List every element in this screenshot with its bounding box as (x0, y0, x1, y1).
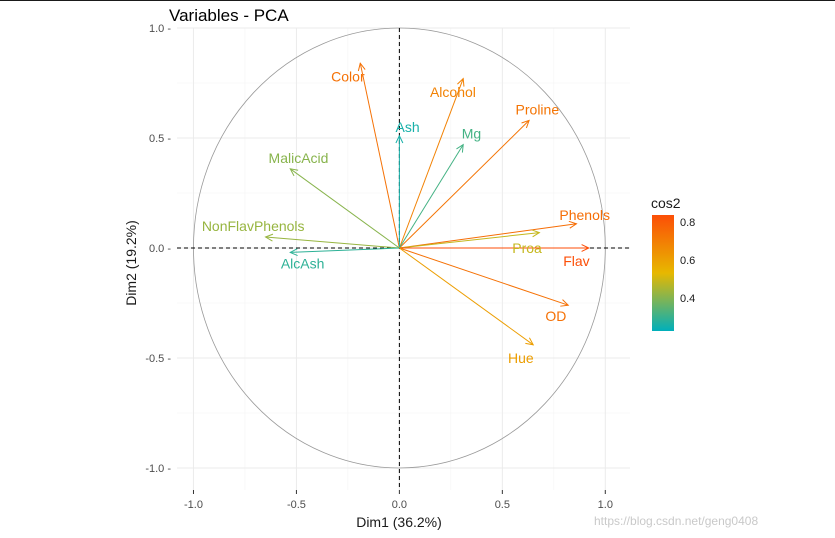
legend-gradient-bar (652, 215, 674, 331)
arrow-alcohol (398, 78, 464, 249)
label-flav: Flav (563, 253, 589, 269)
legend-tick-label: 0.8 (680, 216, 696, 229)
legend-tick-label: 0.4 (680, 292, 696, 305)
arrow-proline (399, 120, 530, 249)
variable-arrows (264, 62, 590, 346)
y-tick-label: -0.5 - (145, 353, 171, 365)
watermark: https://blog.csdn.net/geng0408 (594, 514, 759, 528)
x-tick-label: 0.0 (392, 499, 407, 511)
legend-tick-label: 0.6 (680, 254, 696, 267)
chart-title: Variables - PCA (169, 6, 289, 25)
grid (177, 27, 630, 490)
arrowhead-ash (395, 134, 404, 144)
x-axis-label: Dim1 (36.2%) (356, 514, 442, 530)
label-od: OD (545, 308, 566, 324)
axis-ticks: -1.0 -0.5 0.0 0.5 1.0 -1.0 - -0.5 - 0.0 - 0.5 - 1… (145, 23, 613, 511)
y-tick-label: 1.0 - (149, 23, 171, 35)
arrow-color (359, 63, 400, 249)
label-ash: Ash (396, 119, 420, 135)
arrowhead-phenols (568, 220, 578, 229)
arrowhead-od (560, 299, 570, 307)
arrowhead-alcohol (457, 77, 465, 87)
label-malicacid: MalicAcid (269, 150, 329, 166)
arrowhead-alcash (289, 248, 298, 257)
arrowhead-proline (521, 119, 530, 129)
arrowhead-hue (525, 337, 535, 346)
arrow-hue (399, 247, 534, 346)
arrow-mg (398, 144, 464, 249)
arrowhead-color (357, 62, 366, 72)
label-phenols: Phenols (559, 207, 610, 223)
arrowhead-nonflavphenols (264, 233, 274, 242)
label-mg: Mg (462, 126, 481, 142)
arrow-malicacid (289, 168, 400, 249)
arrowhead-proa (531, 229, 541, 238)
top-border (0, 0, 835, 1)
y-axis-label: Dim2 (19.2%) (123, 220, 139, 306)
x-tick-label: 1.0 (598, 499, 613, 511)
x-tick-label: -1.0 (184, 499, 203, 511)
arrowhead-flav (581, 244, 590, 252)
label-hue: Hue (508, 350, 534, 366)
label-proa: Proa (512, 240, 542, 256)
y-tick-label: 0.0 - (149, 243, 171, 255)
label-proline: Proline (516, 101, 560, 117)
arrow-alcash (290, 247, 400, 253)
x-tick-label: 0.5 (495, 499, 510, 511)
arrowhead-mg (456, 143, 464, 153)
arrowhead-malicacid (289, 168, 299, 177)
y-tick-label: -1.0 - (145, 463, 171, 475)
label-nonflavphenols: NonFlavPhenols (202, 218, 305, 234)
label-alcash: AlcAsh (281, 255, 325, 271)
x-tick-label: -0.5 (287, 499, 306, 511)
legend-title: cos2 (651, 195, 681, 211)
label-color: Color (331, 68, 365, 84)
arrow-proa (399, 232, 540, 249)
y-tick-label: 0.5 - (149, 133, 171, 145)
arrow-phenols (399, 223, 577, 249)
variable-labels: Color Alcohol Proline Ash Mg MalicAcid NonFlav… (202, 68, 610, 366)
arrow-od (399, 247, 569, 306)
arrow-nonflavphenols (265, 236, 400, 249)
label-alcohol: Alcohol (430, 84, 476, 100)
